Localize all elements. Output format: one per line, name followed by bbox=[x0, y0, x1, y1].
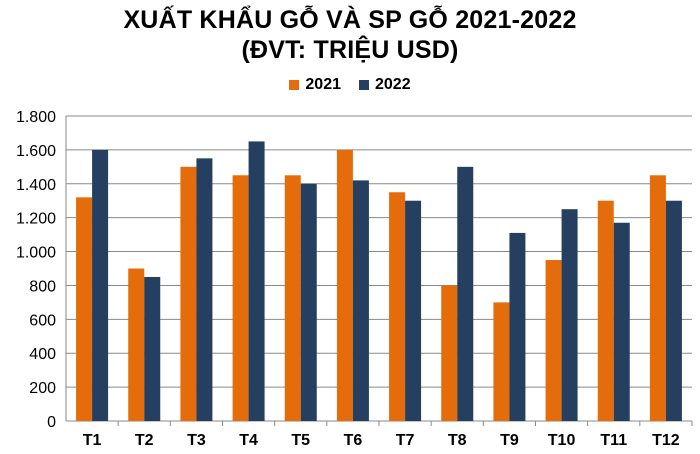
x-tick-label: T5 bbox=[291, 432, 310, 449]
x-tick-label: T4 bbox=[239, 432, 258, 449]
x-tick-label: T6 bbox=[344, 432, 363, 449]
legend-item-2022: 2022 bbox=[359, 76, 411, 94]
bar-2021-T3 bbox=[180, 166, 197, 421]
bar-2022-T9 bbox=[509, 232, 526, 421]
y-tick-label: 0 bbox=[47, 414, 56, 431]
legend-swatch-2022 bbox=[359, 80, 369, 90]
bar-2022-T4 bbox=[248, 141, 265, 421]
bar-2022-T5 bbox=[300, 183, 317, 421]
y-tick-label: 600 bbox=[29, 312, 56, 329]
x-tick-label: T8 bbox=[448, 432, 467, 449]
y-tick-label: 800 bbox=[29, 278, 56, 295]
x-tick-label: T10 bbox=[548, 432, 576, 449]
x-tick-label: T7 bbox=[396, 432, 415, 449]
y-tick-label: 1.200 bbox=[16, 211, 56, 228]
x-tick-label: T2 bbox=[135, 432, 154, 449]
bar-2021-T2 bbox=[128, 268, 145, 421]
bar-2022-T2 bbox=[144, 276, 161, 421]
bar-2021-T1 bbox=[76, 197, 93, 421]
y-tick-label: 400 bbox=[29, 346, 56, 363]
bar-2022-T12 bbox=[665, 200, 682, 421]
bar-2021-T4 bbox=[232, 175, 249, 421]
bar-2022-T10 bbox=[561, 209, 578, 421]
legend-label-2022: 2022 bbox=[375, 76, 411, 93]
x-tick-label: T9 bbox=[500, 432, 519, 449]
legend-item-2021: 2021 bbox=[289, 76, 341, 94]
bar-2021-T8 bbox=[441, 285, 458, 421]
bar-2021-T6 bbox=[336, 149, 353, 421]
bar-2022-T11 bbox=[613, 222, 630, 421]
bar-2021-T12 bbox=[649, 175, 666, 421]
bar-2022-T6 bbox=[352, 180, 369, 421]
legend-label-2021: 2021 bbox=[305, 76, 341, 93]
bar-2021-T11 bbox=[597, 200, 614, 421]
x-tick-label: T12 bbox=[652, 432, 680, 449]
bar-2022-T8 bbox=[457, 166, 474, 421]
x-tick-label: T3 bbox=[187, 432, 206, 449]
bar-2021-T5 bbox=[284, 175, 301, 421]
bar-2021-T7 bbox=[389, 192, 406, 421]
chart-legend: 2021 2022 bbox=[0, 76, 700, 94]
chart-title: XUẤT KHẨU GỖ VÀ SP GỖ 2021-2022 bbox=[123, 6, 577, 34]
y-tick-label: 200 bbox=[29, 380, 56, 397]
bar-2022-T7 bbox=[405, 200, 422, 421]
x-tick-label: T11 bbox=[600, 432, 627, 449]
y-tick-label: 1.800 bbox=[16, 109, 56, 126]
y-tick-label: 1.400 bbox=[16, 177, 56, 194]
bar-2022-T1 bbox=[92, 149, 109, 421]
bar-2021-T10 bbox=[545, 260, 562, 421]
chart-subtitle: (ĐVT: TRIỆU USD) bbox=[241, 36, 459, 64]
bar-2022-T3 bbox=[196, 158, 213, 421]
legend-swatch-2021 bbox=[289, 80, 300, 90]
bar-2021-T9 bbox=[493, 302, 510, 421]
x-tick-label: T1 bbox=[83, 432, 102, 449]
y-tick-label: 1.000 bbox=[16, 245, 56, 262]
y-tick-label: 1.600 bbox=[16, 143, 56, 160]
